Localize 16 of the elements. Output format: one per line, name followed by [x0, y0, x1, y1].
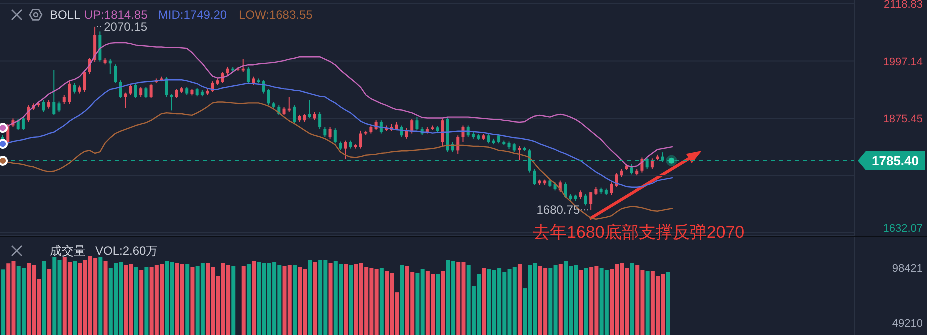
y-tick-label: 2118.83	[884, 0, 923, 12]
text: 成交量	[50, 244, 86, 258]
text: MID:1749.20	[158, 8, 228, 22]
ref-line-label: 1785.40	[872, 153, 919, 168]
text: VOL:2.60万	[96, 244, 158, 258]
annotation: 1680.75	[536, 203, 580, 218]
y-tick-label: 98421	[892, 262, 923, 275]
text: BOLL	[50, 8, 82, 22]
y-tick-label: 1632.07	[883, 223, 923, 235]
annotation: 2070.15	[104, 20, 148, 34]
y-tick-label: 1875.45	[883, 113, 923, 126]
text: LOW:1683.55	[239, 8, 314, 22]
y-tick-label: 49210	[892, 318, 923, 330]
y-tick-label: 1997.14	[883, 56, 923, 68]
annotation: 去年1680底部支撑反弹2070	[533, 223, 745, 242]
text: UP:1814.85	[84, 8, 148, 22]
